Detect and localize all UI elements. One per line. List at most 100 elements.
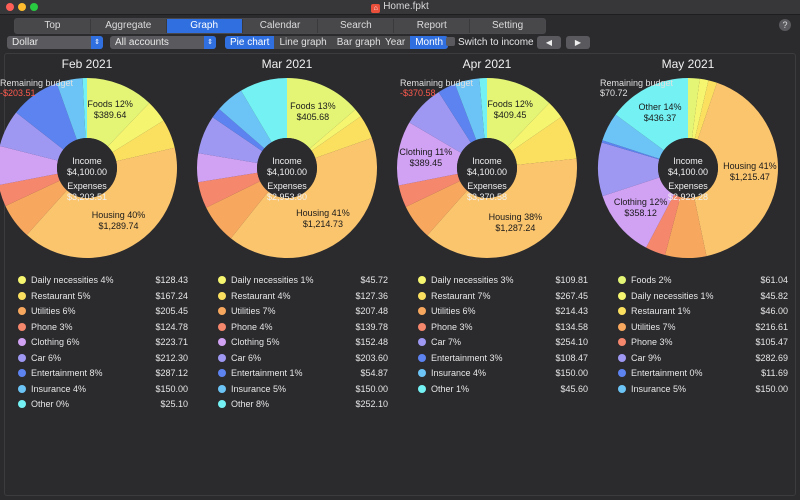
legend-row[interactable]: Foods 2% $61.04 (618, 275, 788, 291)
pie-slice-car[interactable] (409, 92, 471, 153)
minimize-window-button[interactable] (18, 3, 26, 11)
help-button[interactable]: ? (779, 19, 791, 31)
legend-row[interactable]: Car 6% $203.60 (218, 353, 388, 369)
legend-row[interactable]: Restaurant 7% $267.45 (418, 291, 588, 307)
pie-slice-housing[interactable] (230, 138, 378, 258)
pie-slice-car[interactable] (598, 142, 660, 197)
legend-row[interactable]: Phone 4% $139.78 (218, 322, 388, 338)
pie-chart-option[interactable]: Pie chart (225, 36, 275, 49)
pie-slice-clothing[interactable] (397, 122, 462, 186)
pie-slice-other[interactable] (82, 78, 87, 139)
pie-slice-phone[interactable] (398, 173, 460, 207)
legend-row[interactable]: Utilities 7% $216.61 (618, 322, 788, 338)
pie-slice-utilities[interactable] (405, 180, 468, 236)
pie-slice-daily-necessities[interactable] (691, 78, 709, 139)
pie-slice-foods[interactable] (487, 78, 550, 147)
legend-row[interactable]: Other 1% $45.60 (418, 384, 588, 400)
pie-slice-insurance[interactable] (602, 114, 664, 159)
tab-graph[interactable]: Graph (166, 19, 243, 33)
pie-slice-restaurant[interactable] (311, 116, 372, 159)
legend-row[interactable]: Utilities 6% $205.45 (18, 306, 188, 322)
tab-top[interactable]: Top (15, 19, 91, 33)
year-option[interactable]: Year (385, 37, 406, 48)
legend-row[interactable]: Restaurant 4% $127.36 (218, 291, 388, 307)
pie-slice-utilities[interactable] (5, 180, 67, 235)
legend-row[interactable]: Daily necessities 1% $45.72 (218, 275, 388, 291)
legend-row[interactable]: Other 8% $252.10 (218, 399, 388, 415)
legend-row[interactable]: Entertainment 3% $108.47 (418, 353, 588, 369)
legend-row[interactable]: Insurance 4% $150.00 (418, 368, 588, 384)
pie-slice-restaurant[interactable] (694, 80, 717, 140)
legend-row[interactable]: Restaurant 5% $167.24 (18, 291, 188, 307)
legend-row[interactable]: Insurance 5% $150.00 (618, 384, 788, 400)
switch-to-income-checkbox[interactable]: Switch to income (446, 37, 534, 48)
next-period-button[interactable]: ▶ (566, 36, 590, 49)
pie-slice-clothing[interactable] (0, 145, 58, 185)
pie-slice-utilities[interactable] (665, 197, 707, 258)
legend-row[interactable]: Clothing 6% $223.71 (18, 337, 188, 353)
pie-slice-daily-necessities[interactable] (507, 102, 562, 151)
pie-slice-housing[interactable] (694, 82, 778, 257)
legend-row[interactable]: Insurance 4% $150.00 (18, 384, 188, 400)
accounts-select[interactable]: All accounts ⇕ (110, 36, 216, 49)
line-graph-option[interactable]: Line graph (279, 37, 327, 48)
legend-row[interactable]: Utilities 7% $207.48 (218, 306, 388, 322)
pie-slice-clothing[interactable] (197, 153, 258, 183)
pie-slice-foods[interactable] (87, 78, 150, 147)
tab-report[interactable]: Report (394, 19, 471, 33)
pie-slice-housing[interactable] (26, 147, 177, 258)
pie-slice-restaurant[interactable] (511, 116, 577, 165)
legend-row[interactable]: Insurance 5% $150.00 (218, 384, 388, 400)
legend-row[interactable]: Entertainment 1% $54.87 (218, 368, 388, 384)
pie-slice-car[interactable] (0, 112, 64, 161)
pie-slice-entertainment[interactable] (601, 140, 660, 160)
tab-setting[interactable]: Setting (492, 20, 524, 31)
legend-row[interactable]: Phone 3% $134.58 (418, 322, 588, 338)
pie-slice-insurance[interactable] (219, 90, 272, 149)
legend-row[interactable]: Daily necessities 4% $128.43 (18, 275, 188, 291)
tab-search[interactable]: Search (318, 19, 395, 33)
legend-row[interactable]: Entertainment 0% $11.69 (618, 368, 788, 384)
pie-slice-other[interactable] (479, 78, 487, 139)
prev-period-button[interactable]: ◀ (537, 36, 561, 49)
tab-calendar[interactable]: Calendar (243, 19, 319, 33)
pie-slice-insurance[interactable] (454, 78, 485, 140)
legend-row[interactable]: Utilities 6% $214.43 (418, 306, 588, 322)
legend-row[interactable]: Car 7% $254.10 (418, 337, 588, 353)
legend-row[interactable]: Phone 3% $124.78 (18, 322, 188, 338)
legend-row[interactable]: Car 9% $282.69 (618, 353, 788, 369)
pie-slice-utilities[interactable] (206, 181, 269, 239)
legend-row[interactable]: Other 0% $25.10 (18, 399, 188, 415)
legend-row[interactable]: Daily necessities 3% $109.81 (418, 275, 588, 291)
legend-row[interactable]: Car 6% $212.30 (18, 353, 188, 369)
pie-slice-entertainment[interactable] (16, 83, 77, 150)
zoom-window-button[interactable] (30, 3, 38, 11)
pie-slice-clothing[interactable] (602, 177, 675, 248)
legend-row[interactable]: Phone 3% $105.47 (618, 337, 788, 353)
tab-aggregate[interactable]: Aggregate (91, 19, 167, 33)
pie-slice-phone[interactable] (198, 172, 261, 208)
pie-slice-housing[interactable] (427, 158, 577, 258)
legend-row[interactable]: Clothing 5% $152.48 (218, 337, 388, 353)
pie-slice-car[interactable] (198, 117, 263, 164)
pie-slice-daily-necessities[interactable] (309, 109, 361, 151)
currency-select[interactable]: Dollar ⇕ (7, 36, 103, 49)
pie-slice-other[interactable] (615, 78, 688, 151)
pie-slice-foods[interactable] (688, 78, 700, 139)
pie-slice-entertainment[interactable] (438, 83, 477, 143)
legend-row[interactable]: Daily necessities 1% $45.82 (618, 291, 788, 307)
legend-row[interactable]: Restaurant 1% $46.00 (618, 306, 788, 322)
pie-slice-daily-necessities[interactable] (107, 103, 164, 153)
pie-slice-phone[interactable] (646, 194, 681, 256)
pie-slice-restaurant[interactable] (112, 120, 175, 162)
pie-slice-other[interactable] (241, 78, 287, 143)
close-window-button[interactable] (6, 3, 14, 11)
pie-slice-insurance[interactable] (56, 78, 86, 140)
legend-row[interactable]: Entertainment 8% $287.12 (18, 368, 188, 384)
month-option[interactable]: Month (410, 36, 449, 49)
pie-slice-foods[interactable] (287, 78, 356, 149)
pie-slice-phone[interactable] (0, 173, 60, 206)
pie-slice-entertainment[interactable] (212, 108, 265, 152)
bar-graph-option[interactable]: Bar graph (336, 37, 381, 48)
checkbox-box[interactable] (446, 37, 455, 46)
